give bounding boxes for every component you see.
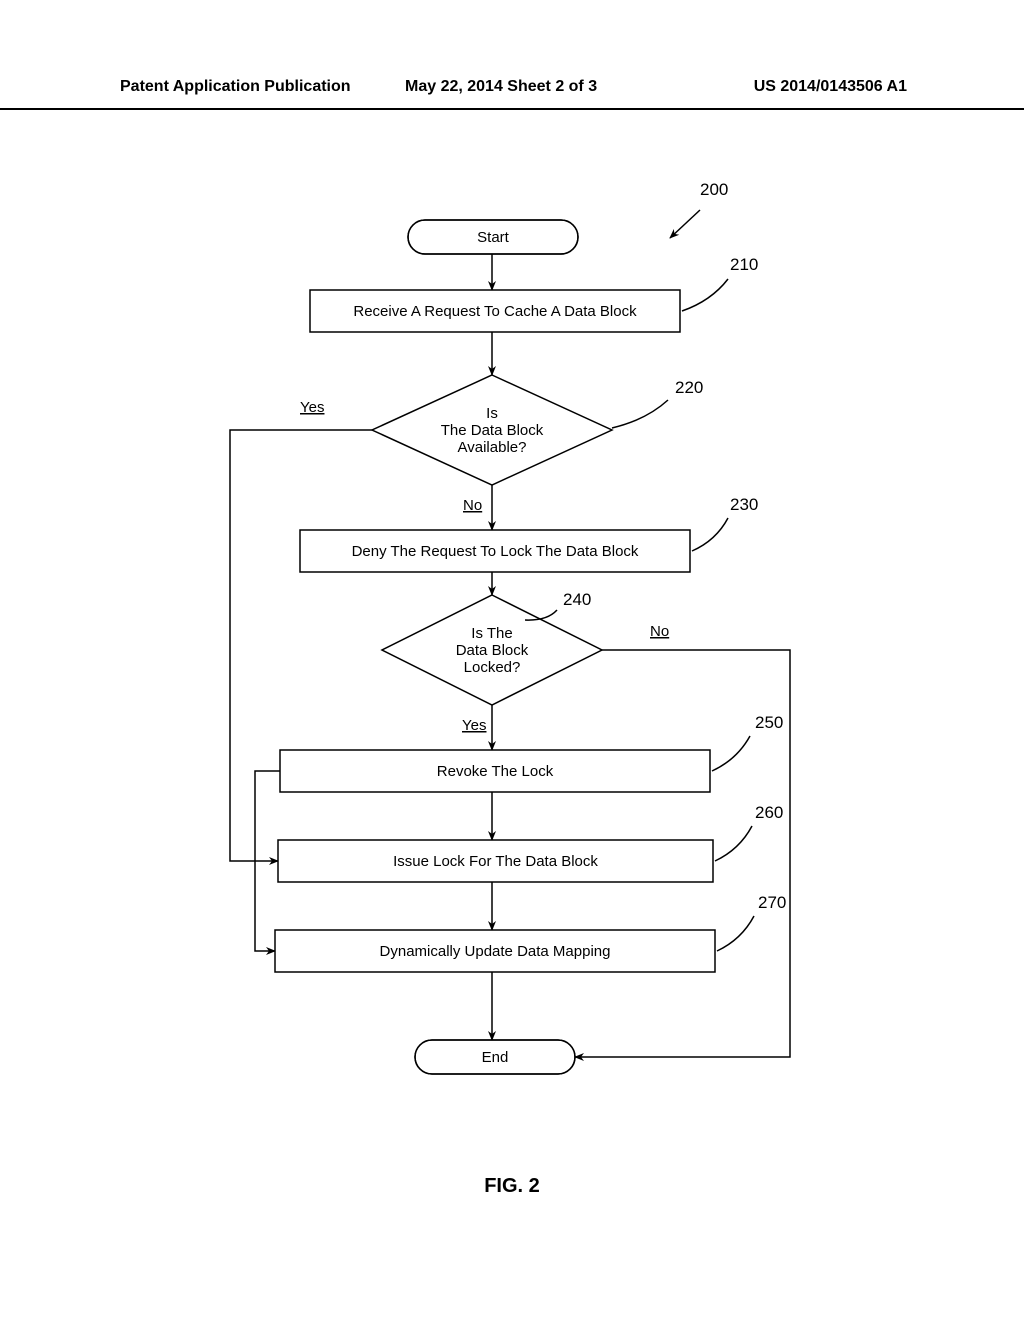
ref-label: 220 bbox=[675, 378, 703, 397]
svg-text:The Data Block: The Data Block bbox=[441, 422, 544, 439]
edge-label: No bbox=[463, 497, 482, 514]
ref-leader bbox=[612, 400, 668, 428]
ref-label: 210 bbox=[730, 255, 758, 274]
node-n210: Receive A Request To Cache A Data Block bbox=[310, 290, 680, 332]
ref-label: 270 bbox=[758, 893, 786, 912]
node-n230: Deny The Request To Lock The Data Block bbox=[300, 530, 690, 572]
svg-text:Start: Start bbox=[477, 229, 510, 246]
node-start: Start bbox=[408, 220, 578, 254]
svg-text:Is The: Is The bbox=[471, 625, 512, 642]
edge-label: No bbox=[650, 623, 669, 640]
svg-text:Data Block: Data Block bbox=[456, 642, 529, 659]
ref-label: 250 bbox=[755, 713, 783, 732]
node-end: End bbox=[415, 1040, 575, 1074]
svg-text:Dynamically Update Data Mappin: Dynamically Update Data Mapping bbox=[380, 943, 611, 960]
page: Patent Application Publication May 22, 2… bbox=[0, 0, 1024, 1320]
svg-text:Issue Lock For The Data Block: Issue Lock For The Data Block bbox=[393, 853, 598, 870]
svg-text:Locked?: Locked? bbox=[464, 659, 521, 676]
svg-text:Is: Is bbox=[486, 405, 498, 422]
ref-leader bbox=[717, 916, 754, 951]
edge-label: Yes bbox=[300, 399, 324, 416]
svg-text:Revoke The Lock: Revoke The Lock bbox=[437, 763, 554, 780]
node-d220: IsThe Data BlockAvailable? bbox=[372, 375, 612, 485]
edge-label: Yes bbox=[462, 717, 486, 734]
svg-text:End: End bbox=[482, 1049, 509, 1066]
node-n260: Issue Lock For The Data Block bbox=[278, 840, 713, 882]
flowchart-canvas: 200 No Yes Yes No Start Receive A Request To C… bbox=[0, 0, 1024, 1320]
flow-edge bbox=[230, 430, 372, 861]
svg-text:Available?: Available? bbox=[458, 439, 527, 456]
ref-label: 240 bbox=[563, 590, 591, 609]
node-n250: Revoke The Lock bbox=[280, 750, 710, 792]
ref-leader bbox=[712, 736, 750, 771]
svg-text:Receive A Request To Cache A D: Receive A Request To Cache A Data Block bbox=[353, 303, 637, 320]
figure-caption: FIG. 2 bbox=[0, 1175, 1024, 1198]
svg-text:200: 200 bbox=[700, 180, 728, 199]
ref-leader bbox=[715, 826, 752, 861]
ref-label: 260 bbox=[755, 803, 783, 822]
node-n270: Dynamically Update Data Mapping bbox=[275, 930, 715, 972]
ref-label: 230 bbox=[730, 495, 758, 514]
ref-leader bbox=[692, 518, 728, 551]
svg-text:Deny The Request To Lock The D: Deny The Request To Lock The Data Block bbox=[352, 543, 639, 560]
node-d240: Is TheData BlockLocked? bbox=[382, 595, 602, 705]
ref-leader bbox=[682, 279, 728, 311]
